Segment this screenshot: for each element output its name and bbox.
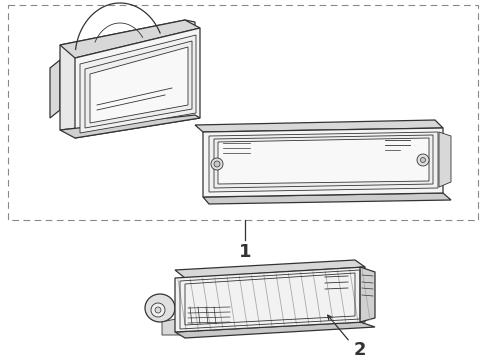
Polygon shape (175, 260, 365, 278)
Circle shape (155, 307, 161, 313)
Polygon shape (50, 60, 60, 118)
Polygon shape (209, 132, 438, 192)
Circle shape (420, 158, 425, 162)
Polygon shape (195, 120, 443, 132)
Polygon shape (218, 138, 429, 184)
Circle shape (211, 158, 223, 170)
Circle shape (151, 303, 165, 317)
Polygon shape (90, 47, 188, 123)
Polygon shape (175, 322, 375, 338)
Circle shape (417, 154, 429, 166)
Polygon shape (85, 41, 192, 128)
Circle shape (214, 161, 220, 167)
Polygon shape (162, 318, 180, 335)
Text: 1: 1 (239, 243, 251, 261)
Polygon shape (214, 135, 433, 188)
Polygon shape (60, 20, 195, 130)
Polygon shape (80, 35, 196, 133)
Ellipse shape (145, 294, 175, 322)
Polygon shape (439, 132, 451, 187)
Polygon shape (75, 28, 200, 138)
Polygon shape (60, 115, 200, 138)
Bar (8, 5, 478, 220)
Polygon shape (203, 193, 451, 204)
Polygon shape (360, 267, 375, 322)
Polygon shape (203, 128, 443, 197)
Polygon shape (175, 267, 365, 332)
Polygon shape (60, 20, 200, 58)
Text: 2: 2 (354, 341, 366, 359)
